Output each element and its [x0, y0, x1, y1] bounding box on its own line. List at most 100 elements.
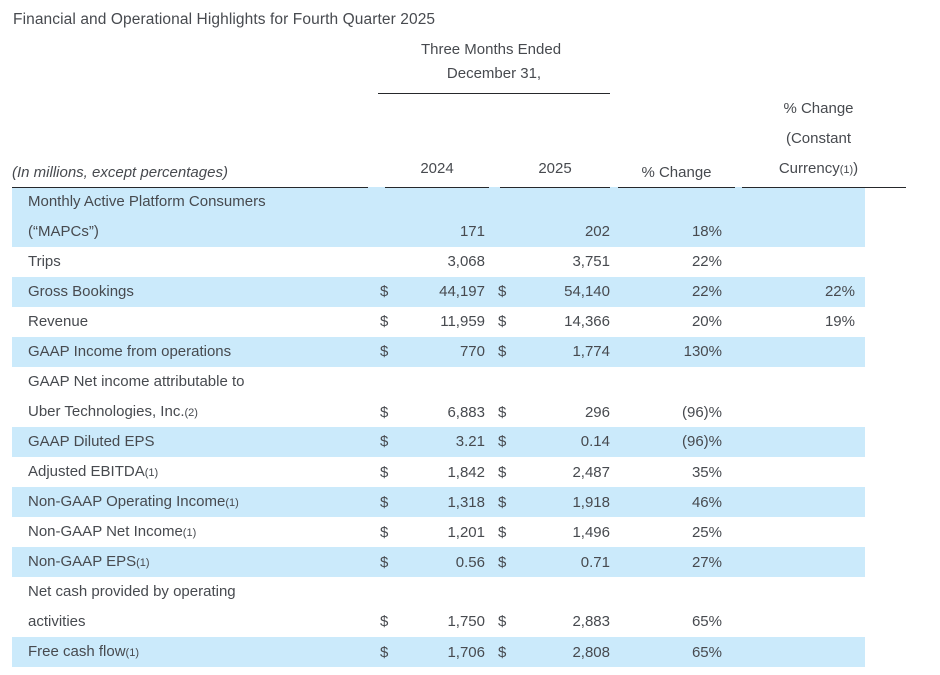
pct-change-value: 46% [691, 494, 722, 511]
row-label-line: Trips [28, 247, 368, 277]
row-label-text: Gross Bookings [28, 283, 134, 300]
row-label-text: GAAP Diluted EPS [28, 433, 155, 450]
column-header-pct-change-constant-currency: % Change (Constant Currency(1)) [742, 94, 906, 188]
currency-symbol-2025: $ [498, 613, 507, 630]
currency-symbol-2025: $ [498, 524, 507, 541]
row-label: Gross Bookings [12, 277, 368, 307]
pct-change-constant-currency-value: 19% [824, 313, 855, 330]
footnote-marker: (1) [839, 164, 854, 176]
pct-change-value: 65% [691, 644, 722, 661]
row-label-text: Uber Technologies, Inc. [28, 403, 185, 420]
currency-symbol-2024: $ [380, 554, 389, 571]
value-2024: 171 [459, 223, 485, 240]
row-label: GAAP Net income attributable to Uber Tech… [12, 367, 368, 428]
value-2025: 2,808 [572, 644, 610, 661]
pct-change-value: 22% [691, 283, 722, 300]
currency-symbol-2024: $ [380, 313, 389, 330]
row-label-text: Non-GAAP Net Income [28, 523, 183, 540]
row-label-note: (In millions, except percentages) [12, 163, 368, 188]
currency-symbol-2025: $ [498, 644, 507, 661]
row-label-line: Gross Bookings [28, 277, 368, 307]
value-2025: 14,366 [564, 313, 610, 330]
row-label-line: Adjusted EBITDA(1) [28, 457, 368, 488]
row-label: Non-GAAP Net Income(1) [12, 517, 368, 548]
row-label-line: Non-GAAP Net Income(1) [28, 517, 368, 548]
currency-symbol-2025: $ [498, 343, 507, 360]
row-label-text: (“MAPCs”) [28, 223, 99, 240]
footnote-marker: (1) [144, 467, 159, 479]
pct-change-value: 130% [683, 343, 722, 360]
currency-symbol-2024: $ [380, 464, 389, 481]
footnote-marker: (1) [182, 527, 197, 539]
column-header-pct-change: % Change [618, 163, 735, 188]
period-header-row-1: Three Months Ended [12, 30, 906, 60]
row-label-line: GAAP Diluted EPS [28, 427, 368, 457]
value-2025: 202 [584, 223, 610, 240]
pct-change-constant-currency-value: 22% [824, 283, 855, 300]
currency-symbol-2024: $ [380, 283, 389, 300]
pct-change-value: 35% [691, 464, 722, 481]
value-2025: 296 [584, 404, 610, 421]
column-header-2024: 2024 [385, 159, 489, 188]
pct-change-value: 18% [691, 223, 722, 240]
row-label-line: Uber Technologies, Inc.(2) [28, 397, 368, 428]
row-label: Non-GAAP EPS(1) [12, 547, 368, 578]
row-label-text: Non-GAAP EPS [28, 553, 137, 570]
row-label: Net cash provided by operating activities [12, 577, 368, 637]
row-label-line: Non-GAAP Operating Income(1) [28, 487, 368, 518]
row-label-line: GAAP Net income attributable to [28, 367, 368, 397]
row-label-text: Free cash flow [28, 643, 126, 660]
table-row: GAAP Diluted EPS $3.21 $0.14 (96)% [12, 427, 865, 457]
table-row: Non-GAAP Operating Income(1) $1,318 $1,918… [12, 487, 865, 517]
currency-symbol-2025: $ [498, 494, 507, 511]
row-label: Monthly Active Platform Consumers (“MAPCs… [12, 187, 368, 247]
currency-symbol-2025: $ [498, 464, 507, 481]
value-2025: 0.14 [580, 433, 610, 450]
table-row: GAAP Income from operations $770 $1,774 130… [12, 337, 865, 367]
row-label: Free cash flow(1) [12, 637, 368, 668]
table-row: Revenue $11,959 $14,366 20% 19% [12, 307, 865, 337]
row-label-text: Trips [28, 253, 61, 270]
currency-symbol-2025: $ [498, 554, 507, 571]
row-label: GAAP Diluted EPS [12, 427, 368, 457]
value-2024: 11,959 [440, 313, 485, 330]
currency-symbol-2024: $ [380, 494, 389, 511]
row-label-text: Net cash provided by operating [28, 583, 236, 600]
currency-symbol-2024: $ [380, 433, 389, 450]
row-label-text: GAAP Net income attributable to [28, 373, 245, 390]
value-2024: 44,197 [439, 283, 485, 300]
cc-header-line3: Currency(1)) [742, 154, 906, 187]
row-label-line: Non-GAAP EPS(1) [28, 547, 368, 578]
row-label: Non-GAAP Operating Income(1) [12, 487, 368, 518]
value-2024: 6,883 [447, 404, 485, 421]
cc-header-line3-suffix: ) [853, 160, 859, 177]
currency-symbol-2025: $ [498, 313, 507, 330]
row-label-line: (“MAPCs”) [28, 217, 368, 247]
value-2024: 1,201 [447, 524, 485, 541]
value-2025: 0.71 [580, 554, 610, 571]
cc-header-line1: % Change [783, 100, 854, 117]
table-row: Non-GAAP EPS(1) $0.56 $0.71 27% [12, 547, 865, 577]
table-row: Monthly Active Platform Consumers (“MAPCs… [12, 187, 865, 247]
currency-symbol-2025: $ [498, 283, 507, 300]
pct-change-value: 25% [691, 524, 722, 541]
table-header: Three Months Ended December 31, (In mill… [12, 30, 906, 188]
value-2024: 1,318 [447, 494, 485, 511]
value-2025: 1,774 [572, 343, 610, 360]
footnote-marker: (1) [125, 647, 139, 659]
pct-change-value: 65% [691, 613, 722, 630]
row-label-text: activities [28, 613, 86, 630]
row-label-line: GAAP Income from operations [28, 337, 368, 367]
column-header-row: (In millions, except percentages) 2024 2… [12, 94, 906, 188]
row-label-line: Net cash provided by operating [28, 577, 368, 607]
table-row: GAAP Net income attributable to Uber Tech… [12, 367, 865, 427]
value-2025: 1,496 [572, 524, 610, 541]
value-2024: 3.21 [455, 433, 485, 450]
currency-symbol-2024: $ [380, 343, 389, 360]
currency-symbol-2024: $ [380, 613, 389, 630]
table-row: Trips 3,068 3,751 22% [12, 247, 865, 277]
column-header-2025: 2025 [500, 159, 610, 188]
footnote-marker: (1) [225, 497, 239, 509]
row-label-line: Monthly Active Platform Consumers [28, 187, 368, 217]
